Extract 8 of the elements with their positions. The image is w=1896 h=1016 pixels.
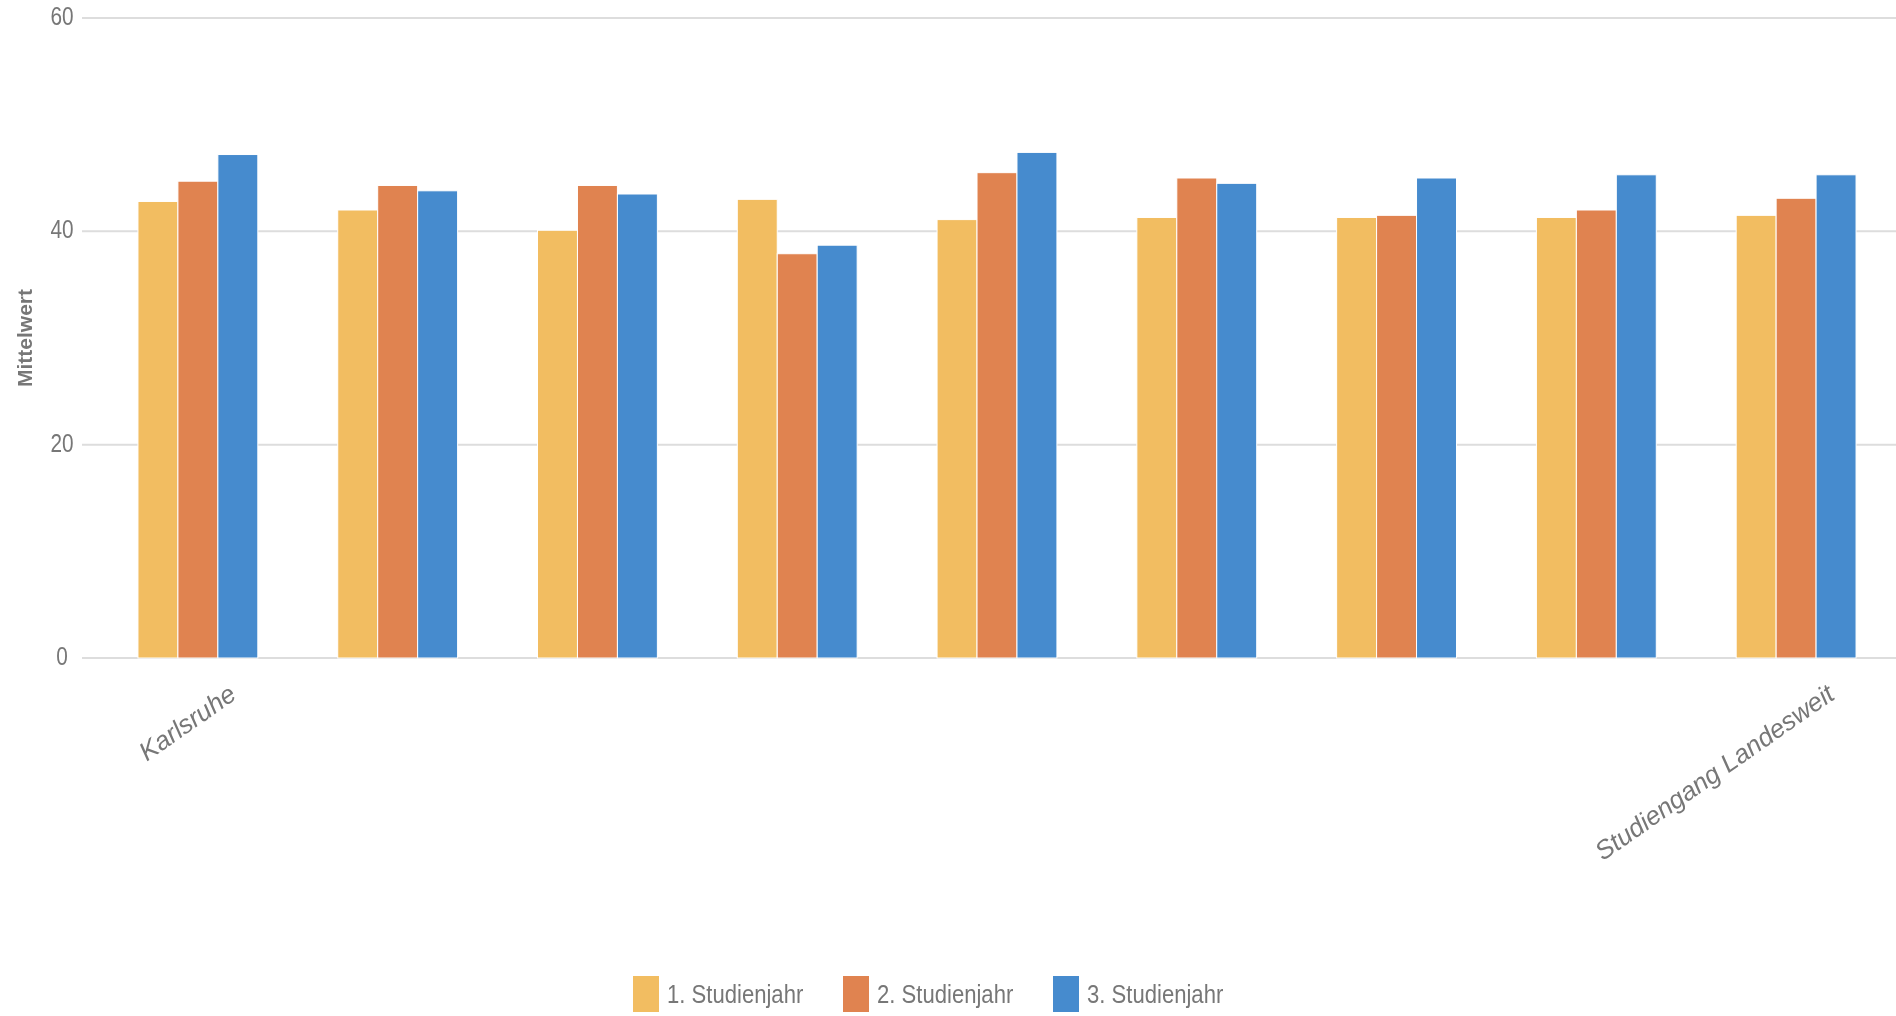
y-axis-title: Mittelwert	[12, 288, 36, 388]
legend-label: 3. Studienjahr	[1087, 979, 1224, 1009]
y-tick-label: 40	[50, 215, 74, 244]
y-tick-label: 60	[50, 1, 74, 31]
y-tick-label: 0	[56, 641, 68, 671]
legend-label: 2. Studienjahr	[877, 979, 1014, 1009]
legend-label: 1. Studienjahr	[667, 979, 804, 1009]
y-tick-label: 20	[50, 428, 74, 458]
